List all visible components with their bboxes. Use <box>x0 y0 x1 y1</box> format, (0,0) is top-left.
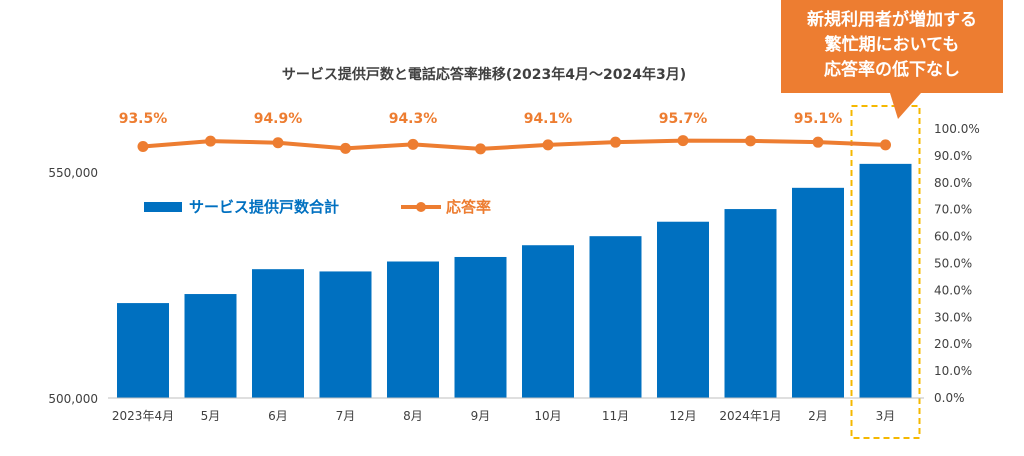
legend-label-line: 応答率 <box>446 198 491 216</box>
bar-11 <box>859 163 912 398</box>
callout-box <box>781 0 1003 119</box>
x-tick-label: 11月 <box>602 409 629 423</box>
series-line <box>141 138 888 151</box>
right-tick-label: 20.0% <box>934 337 972 351</box>
line-point-8 <box>677 135 689 147</box>
x-tick-label: 2023年4月 <box>112 409 174 423</box>
bar-1 <box>184 294 237 398</box>
right-tick-label: 90.0% <box>934 149 972 163</box>
callout-text-line: 繁忙期においても <box>824 34 960 55</box>
right-tick-label: 40.0% <box>934 283 972 297</box>
right-tick-label: 30.0% <box>934 310 972 324</box>
bar-5 <box>454 256 507 398</box>
bar-7 <box>589 236 642 398</box>
left-tick-label: 550,000 <box>48 166 98 180</box>
line-point-11 <box>880 139 891 151</box>
line-point-4 <box>407 138 419 150</box>
x-tick-label: 8月 <box>403 409 423 423</box>
line-point-9 <box>745 135 756 147</box>
bar-0 <box>117 303 169 398</box>
right-tick-label: 100.0% <box>934 122 980 136</box>
x-tick-label: 7月 <box>336 409 356 423</box>
chart-title: サービス提供戸数と電話応答率推移(2023年4月～2024年3月) <box>282 66 686 83</box>
callout-text-line: 新規利用者が増加する <box>807 9 977 30</box>
data-label: 94.3% <box>389 111 438 127</box>
highlight-layer <box>850 105 921 439</box>
x-tick-label: 6月 <box>268 409 288 423</box>
legend-label-bars: サービス提供戸数合計 <box>189 198 339 216</box>
right-tick-label: 50.0% <box>934 257 972 271</box>
highlight-box <box>850 105 921 439</box>
data-label: 93.5% <box>119 111 168 127</box>
data-label: 94.9% <box>254 111 303 127</box>
bar-9 <box>724 209 777 398</box>
legend: サービス提供戸数合計 応答率 <box>144 198 491 216</box>
right-tick-label: 0.0% <box>934 391 965 405</box>
right-tick-label: 70.0% <box>934 203 972 217</box>
x-tick-label: 5月 <box>201 409 221 423</box>
right-tick-label: 80.0% <box>934 176 972 190</box>
line-point-1 <box>205 135 216 147</box>
bar-6 <box>522 245 574 398</box>
x-tick-label: 10月 <box>534 409 561 423</box>
line-point-7 <box>610 136 621 148</box>
data-label: 95.7% <box>659 111 708 127</box>
x-tick-label: 9月 <box>471 409 491 423</box>
right-tick-label: 60.0% <box>934 230 972 244</box>
line-point-5 <box>475 143 486 155</box>
line-point-0 <box>137 140 149 152</box>
bar-8 <box>657 221 709 398</box>
line-point-10 <box>812 136 824 148</box>
bar-10 <box>792 187 844 398</box>
x-tick-label: 12月 <box>669 409 696 423</box>
line-point-6 <box>542 139 554 151</box>
line-layer: 93.5% 94.9% 94.3% 94.1% 95.7% 95.1% <box>119 111 891 155</box>
left-tick-label: 500,000 <box>48 392 98 406</box>
bar-3 <box>319 271 372 398</box>
x-tick-label: 2024年1月 <box>719 409 781 423</box>
legend-marker-line <box>416 202 426 212</box>
line-point-2 <box>272 137 284 149</box>
bars-layer <box>117 163 912 398</box>
x-tick-label: 2月 <box>808 409 828 423</box>
axis-layer: 2023年4月 5月 6月 7月 8月 9月 10月 11月 12月 2024年1月 2月 3月 500… <box>48 122 979 423</box>
right-tick-label: 10.0% <box>934 364 972 378</box>
data-label: 95.1% <box>794 111 843 127</box>
callout-text-line: 応答率の低下なし <box>824 59 960 80</box>
bar-4 <box>387 261 439 398</box>
data-label: 94.1% <box>524 111 573 127</box>
x-tick-label: 3月 <box>876 409 896 423</box>
line-point-3 <box>340 142 351 154</box>
bar-2 <box>252 269 304 398</box>
legend-swatch-bars <box>144 202 182 212</box>
